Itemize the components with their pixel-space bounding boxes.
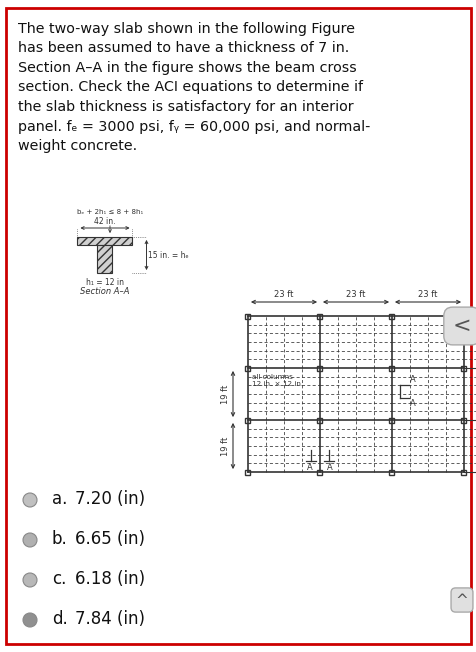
Text: c.: c. bbox=[52, 570, 66, 588]
Text: 7.20 (in): 7.20 (in) bbox=[75, 490, 145, 508]
Text: 23 ft: 23 ft bbox=[274, 290, 293, 299]
Text: the slab thickness is satisfactory for an interior: the slab thickness is satisfactory for a… bbox=[18, 100, 353, 114]
Bar bbox=[461, 314, 466, 318]
Text: section. Check the ACI equations to determine if: section. Check the ACI equations to dete… bbox=[18, 80, 362, 95]
Bar bbox=[461, 469, 466, 475]
Bar bbox=[317, 417, 322, 422]
Text: <: < bbox=[452, 316, 470, 336]
Text: all columns
12 in. × 12 in.: all columns 12 in. × 12 in. bbox=[251, 374, 302, 387]
Bar bbox=[245, 366, 250, 370]
Text: A: A bbox=[409, 375, 415, 384]
Text: A: A bbox=[409, 399, 415, 408]
Circle shape bbox=[23, 493, 37, 507]
Text: b.: b. bbox=[52, 530, 68, 548]
Text: 7.84 (in): 7.84 (in) bbox=[75, 610, 145, 628]
Text: 6.18 (in): 6.18 (in) bbox=[75, 570, 145, 588]
Text: The two-way slab shown in the following Figure: The two-way slab shown in the following … bbox=[18, 22, 354, 36]
Bar bbox=[77, 237, 132, 245]
Text: 42 in.: 42 in. bbox=[94, 217, 116, 226]
Text: Section A–A: Section A–A bbox=[80, 287, 129, 296]
Bar bbox=[97, 245, 112, 273]
Text: h₁ = 12 in: h₁ = 12 in bbox=[86, 278, 124, 287]
Text: ^: ^ bbox=[455, 593, 467, 608]
Bar bbox=[317, 366, 322, 370]
Text: 19 ft: 19 ft bbox=[220, 436, 229, 456]
Bar bbox=[461, 417, 466, 422]
Text: 23 ft: 23 ft bbox=[417, 290, 437, 299]
Circle shape bbox=[23, 573, 37, 587]
Text: 15 in. = hₑ: 15 in. = hₑ bbox=[148, 250, 188, 259]
Text: d.: d. bbox=[52, 610, 68, 628]
Bar bbox=[389, 366, 394, 370]
Bar bbox=[389, 314, 394, 318]
Text: A: A bbox=[307, 463, 312, 472]
Circle shape bbox=[23, 613, 37, 627]
Text: panel. fₑ = 3000 psi, fᵧ = 60,000 psi, and normal-: panel. fₑ = 3000 psi, fᵧ = 60,000 psi, a… bbox=[18, 119, 369, 134]
Bar bbox=[389, 417, 394, 422]
Bar bbox=[317, 469, 322, 475]
Text: bₑ + 2h₁ ≤ 8 + 8h₁: bₑ + 2h₁ ≤ 8 + 8h₁ bbox=[77, 209, 143, 215]
Text: 23 ft: 23 ft bbox=[346, 290, 365, 299]
Text: a.: a. bbox=[52, 490, 67, 508]
Bar bbox=[245, 417, 250, 422]
Text: weight concrete.: weight concrete. bbox=[18, 139, 137, 153]
Text: A: A bbox=[327, 463, 332, 472]
Bar bbox=[245, 469, 250, 475]
Bar bbox=[245, 314, 250, 318]
Text: 19 ft: 19 ft bbox=[220, 385, 229, 404]
Text: 6.65 (in): 6.65 (in) bbox=[75, 530, 145, 548]
Bar bbox=[461, 366, 466, 370]
Text: Section A–A in the figure shows the beam cross: Section A–A in the figure shows the beam… bbox=[18, 61, 356, 75]
Text: has been assumed to have a thickness of 7 in.: has been assumed to have a thickness of … bbox=[18, 42, 348, 55]
Bar bbox=[389, 469, 394, 475]
Circle shape bbox=[23, 533, 37, 547]
Bar bbox=[317, 314, 322, 318]
